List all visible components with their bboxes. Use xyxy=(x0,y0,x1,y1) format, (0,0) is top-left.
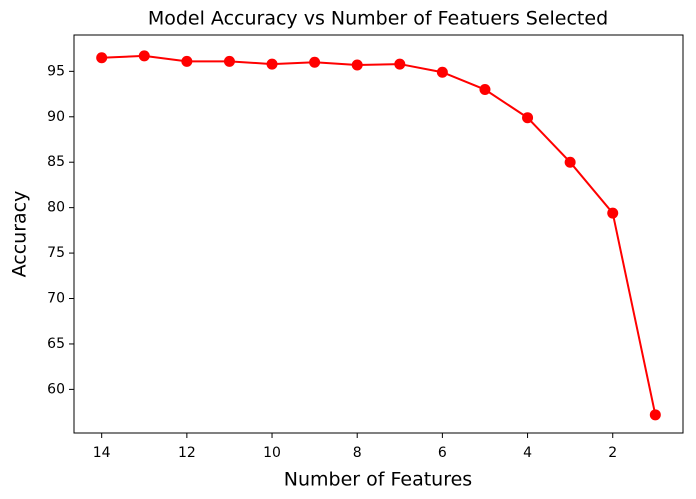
y-tick-label: 60 xyxy=(47,381,65,397)
y-tick-label: 75 xyxy=(47,245,65,261)
x-tick-label: 4 xyxy=(523,445,532,461)
y-tick-label: 70 xyxy=(47,291,65,307)
data-point xyxy=(223,55,235,67)
y-tick-label: 80 xyxy=(47,200,65,216)
x-tick-label: 14 xyxy=(93,445,111,461)
data-point xyxy=(607,207,619,219)
x-tick-label: 10 xyxy=(263,445,281,461)
data-point xyxy=(351,59,363,71)
y-tick-label: 90 xyxy=(47,109,65,125)
y-tick-label: 65 xyxy=(47,336,65,352)
y-axis-title: Accuracy xyxy=(9,191,31,278)
data-point xyxy=(649,409,661,421)
data-point xyxy=(436,66,448,78)
data-point xyxy=(309,56,321,68)
data-point xyxy=(564,156,576,168)
y-tick-label: 85 xyxy=(47,154,65,170)
data-point xyxy=(266,58,278,70)
chart-title: Model Accuracy vs Number of Featuers Sel… xyxy=(148,8,608,30)
data-point xyxy=(181,55,193,67)
data-point xyxy=(138,50,150,62)
data-point xyxy=(522,112,534,124)
data-point xyxy=(96,52,108,64)
plot-frame xyxy=(73,34,684,434)
x-tick-label: 8 xyxy=(353,445,362,461)
x-axis-title: Number of Features xyxy=(284,469,472,491)
x-tick-label: 6 xyxy=(438,445,447,461)
x-tick-label: 2 xyxy=(608,445,617,461)
data-point xyxy=(394,58,406,70)
data-point xyxy=(479,84,491,96)
x-tick-label: 12 xyxy=(178,445,196,461)
data-line xyxy=(101,54,657,416)
y-tick-label: 95 xyxy=(47,63,65,79)
